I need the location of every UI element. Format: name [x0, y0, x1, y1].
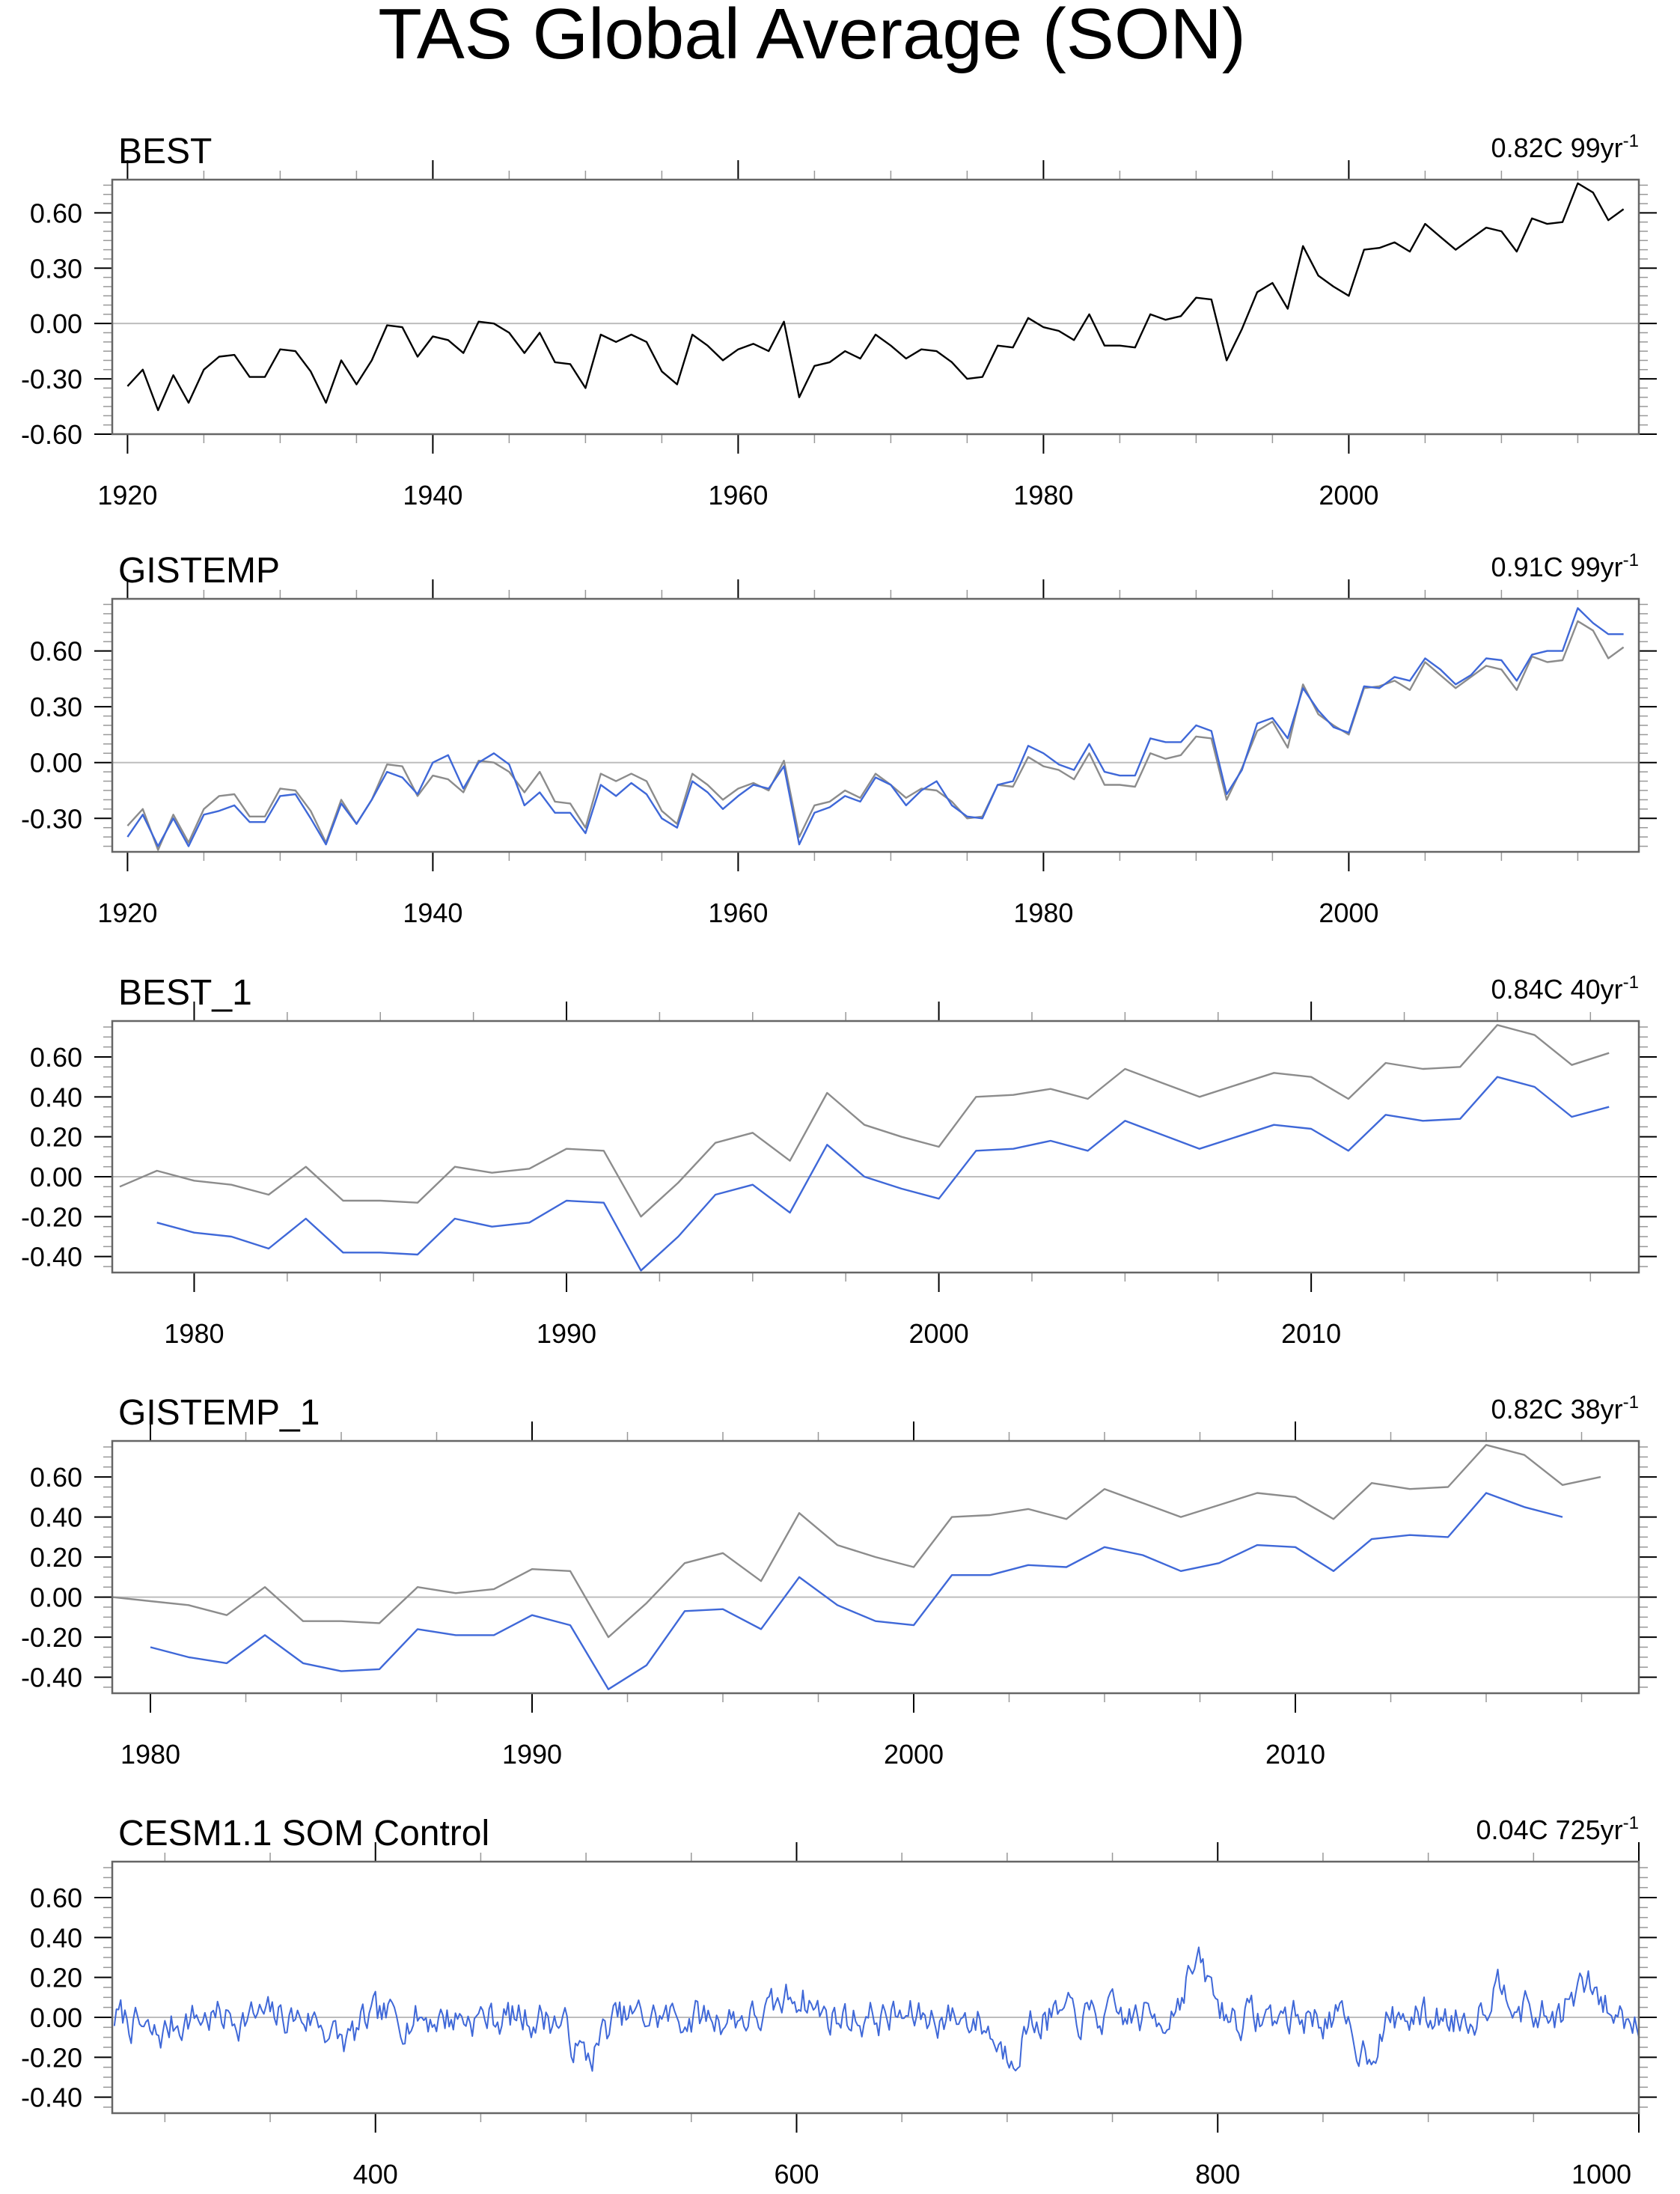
y-tick-label: -0.30 — [21, 364, 82, 394]
trend-exponent: -1 — [1623, 131, 1639, 151]
panel-gistemp-1: GISTEMP_1 0.82C 38yr-1 -0.40 -0.20 0.00 0.20 0… — [21, 1392, 1657, 1770]
trend-label: 0.91C 99yr-1 — [1491, 550, 1639, 582]
x-tick-label: 1920 — [97, 480, 157, 511]
y-tick-label: -0.40 — [21, 1242, 82, 1273]
panels: BEST 0.82C 99yr-1 -0.60 -0.30 0.00 0.30 0.60 19… — [21, 131, 1657, 2190]
series-best — [112, 1444, 1601, 1639]
y-tick-label: 0.20 — [30, 1122, 82, 1153]
y-tick-label: 0.00 — [30, 1582, 82, 1613]
plot-frame — [111, 1860, 1640, 2115]
y-tick-label: -0.20 — [21, 1201, 82, 1232]
y-tick-label: 0.40 — [30, 1082, 82, 1112]
y-tick-label: -0.20 — [21, 2042, 82, 2073]
panel-title: GISTEMP_1 — [118, 1393, 320, 1433]
y-tick-label: 0.20 — [30, 1542, 82, 1573]
x-tick-label: 2010 — [1281, 1318, 1341, 1349]
y-tick-label: 0.60 — [30, 198, 82, 228]
x-tick-label: 1990 — [502, 1739, 562, 1770]
x-tick-label: 1940 — [403, 480, 462, 511]
y-tick-label: 0.00 — [30, 2002, 82, 2033]
series-gistemp-1 — [150, 1492, 1563, 1690]
chart-title: TAS Global Average (SON) — [378, 0, 1246, 74]
y-tick-label: 0.00 — [30, 748, 82, 778]
x-tick-label: 1980 — [1013, 480, 1073, 511]
x-tick-label: 2000 — [1319, 480, 1378, 511]
y-tick-label: -0.40 — [21, 1663, 82, 1693]
y-tick-label: -0.60 — [21, 419, 82, 450]
trend-exponent: -1 — [1623, 972, 1639, 993]
trend-label: 0.84C 40yr-1 — [1491, 972, 1639, 1005]
x-tick-label: 1990 — [537, 1318, 596, 1349]
y-tick-label: 0.30 — [30, 692, 82, 722]
x-tick-label: 2000 — [884, 1739, 944, 1770]
y-tick-label: 0.00 — [30, 308, 82, 339]
x-tick-label: 2000 — [1319, 898, 1378, 928]
y-tick-label: 0.30 — [30, 253, 82, 284]
y-tick-label: 0.60 — [30, 1462, 82, 1493]
series-gistemp — [126, 607, 1624, 847]
trend-exponent: -1 — [1623, 550, 1639, 570]
x-tick-label: 1980 — [1013, 898, 1073, 928]
y-tick-label: 0.60 — [30, 1883, 82, 1913]
x-tick-label: 1960 — [708, 480, 768, 511]
series-best — [126, 182, 1625, 412]
panel-best-1: BEST_1 0.84C 40yr-1 -0.40 -0.20 0.00 0.20 0.40… — [21, 972, 1657, 1349]
y-tick-label: 0.00 — [30, 1162, 82, 1192]
trend-exponent: -1 — [1623, 1813, 1639, 1833]
panel-title: BEST — [118, 132, 212, 171]
y-tick-label: 0.40 — [30, 1502, 82, 1533]
x-tick-label: 1940 — [403, 898, 462, 928]
trend-label: 0.82C 38yr-1 — [1491, 1392, 1639, 1424]
y-tick-label: -0.30 — [21, 803, 82, 834]
trend-label: 0.82C 99yr-1 — [1491, 131, 1639, 163]
series-best-1 — [156, 1076, 1610, 1272]
series-best — [119, 1024, 1610, 1218]
panel-title: CESM1.1 SOM Control — [118, 1814, 489, 1853]
y-tick-label: -0.20 — [21, 1622, 82, 1653]
plot-frame — [111, 1020, 1640, 1274]
panel-best: BEST 0.82C 99yr-1 -0.60 -0.30 0.00 0.30 0.60 19… — [21, 131, 1657, 511]
panel-gistemp: GISTEMP 0.91C 99yr-1 -0.30 0.00 0.30 0.60 1920… — [21, 550, 1657, 928]
y-tick-label: 0.40 — [30, 1922, 82, 1953]
plot-frame — [111, 178, 1640, 436]
plot-frame — [111, 1439, 1640, 1695]
y-tick-label: 0.60 — [30, 1042, 82, 1073]
x-tick-label: 1980 — [120, 1739, 180, 1770]
panel-cesm1-1-som-control: CESM1.1 SOM Control 0.04C 725yr-1 -0.40 -0.… — [21, 1813, 1657, 2190]
panel-title: GISTEMP — [118, 551, 280, 591]
x-tick-label: 600 — [774, 2159, 819, 2190]
series-cesm1-1-som-control — [113, 1946, 1639, 2072]
y-tick-label: -0.40 — [21, 2082, 82, 2113]
plot-frame — [111, 597, 1640, 853]
x-tick-label: 400 — [353, 2159, 398, 2190]
x-tick-label: 1980 — [164, 1318, 224, 1349]
x-tick-label: 2000 — [909, 1318, 969, 1349]
x-tick-label: 800 — [1195, 2159, 1240, 2190]
trend-label: 0.04C 725yr-1 — [1476, 1813, 1639, 1845]
series-best — [126, 620, 1625, 851]
trend-exponent: -1 — [1623, 1392, 1639, 1413]
x-tick-label: 1960 — [708, 898, 768, 928]
y-tick-label: 0.60 — [30, 636, 82, 667]
x-tick-label: 1920 — [97, 898, 157, 928]
panel-title: BEST_1 — [118, 973, 252, 1013]
y-tick-label: 0.20 — [30, 1963, 82, 1993]
x-tick-label: 1000 — [1571, 2159, 1631, 2190]
x-tick-label: 2010 — [1265, 1739, 1325, 1770]
